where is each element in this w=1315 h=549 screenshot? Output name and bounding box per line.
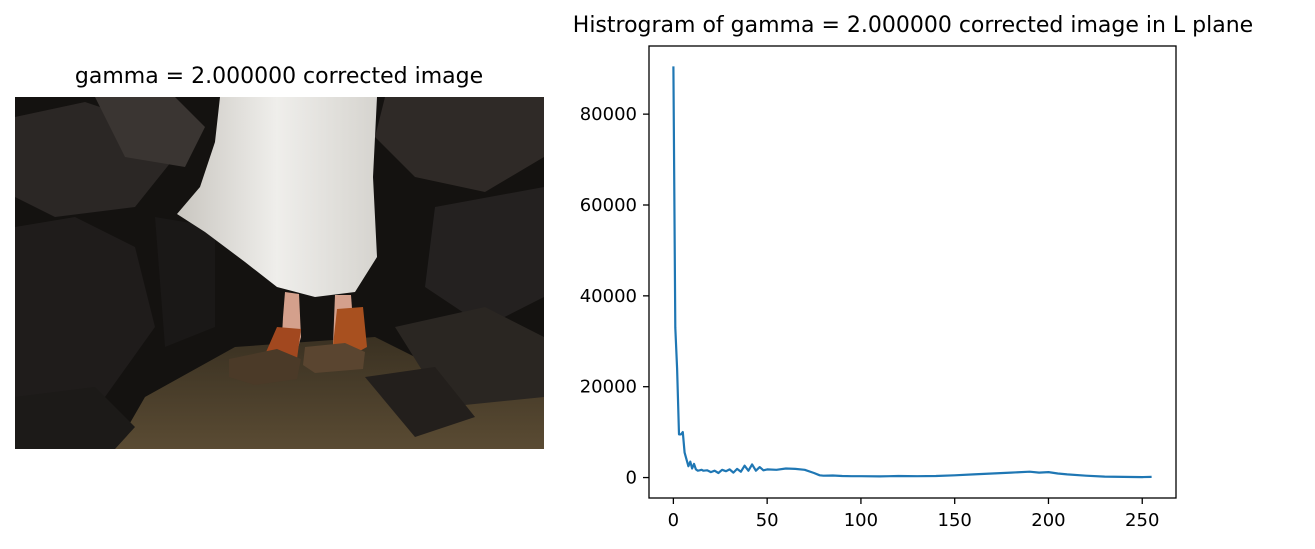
plot-frame [648, 45, 1177, 499]
white-skirt [177, 97, 377, 297]
y-tick-label: 20000 [580, 377, 637, 398]
rock [15, 217, 155, 417]
y-axis: 0 20000 40000 60000 80000 [580, 104, 649, 489]
corrected-photo [15, 97, 544, 449]
plot-area [649, 46, 1176, 498]
image-panel-title: gamma = 2.000000 corrected image [74, 64, 484, 89]
rock [425, 187, 544, 327]
x-tick-label: 150 [938, 510, 972, 531]
y-tick-label: 80000 [580, 104, 637, 125]
clog [303, 343, 365, 373]
clog [229, 349, 301, 385]
x-tick-label: 250 [1125, 510, 1159, 531]
x-tick-label: 200 [1031, 510, 1065, 531]
rock [95, 97, 205, 167]
y-tick-label: 0 [626, 468, 637, 489]
x-axis: 0 50 100 150 200 250 [668, 498, 1159, 531]
x-tick-label: 0 [668, 510, 679, 531]
x-tick-label: 100 [844, 510, 878, 531]
chart-title: Histrogram of gamma = 2.000000 corrected… [572, 13, 1254, 38]
x-tick-label: 50 [756, 510, 779, 531]
y-tick-label: 40000 [580, 286, 637, 307]
rock [15, 387, 135, 449]
y-tick-label: 60000 [580, 195, 637, 216]
histogram-line [672, 66, 1152, 479]
rock [365, 367, 475, 437]
rock [155, 217, 215, 347]
rock [375, 97, 544, 192]
